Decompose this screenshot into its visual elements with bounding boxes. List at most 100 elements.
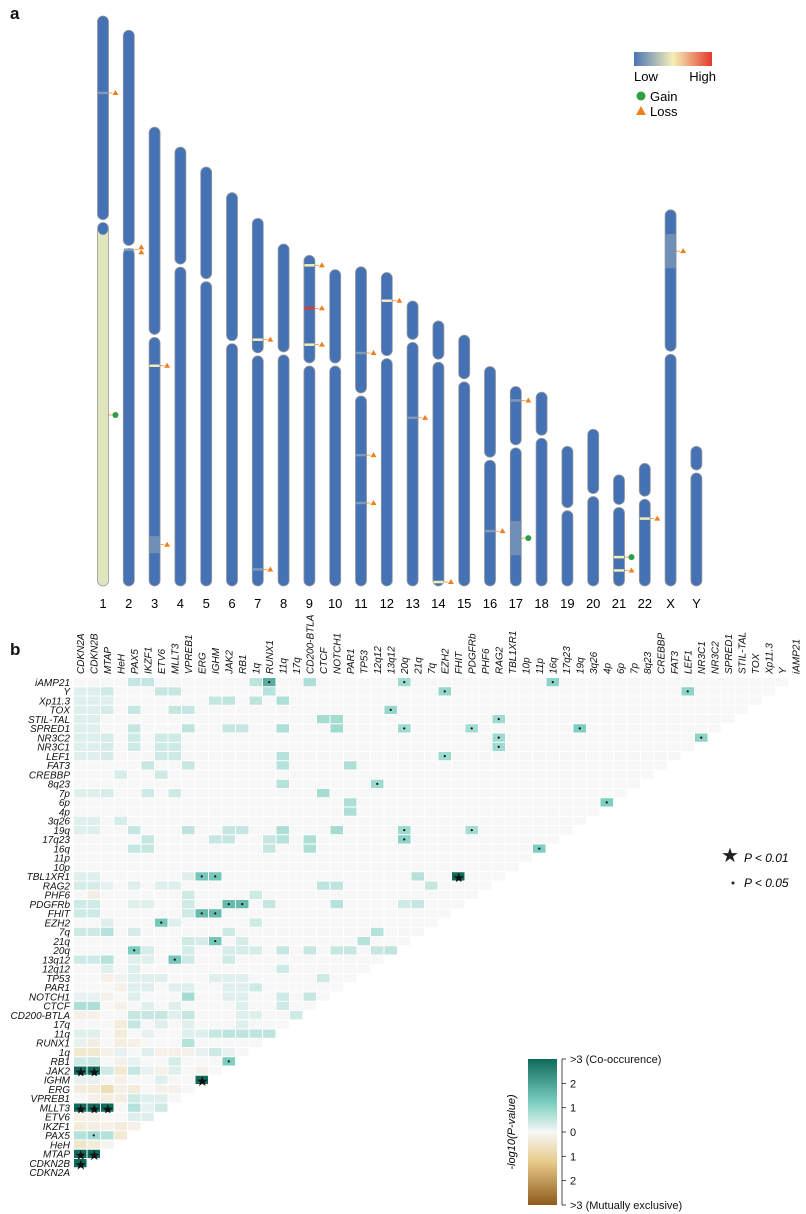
heatmap-cell: [371, 807, 384, 816]
heatmap-cell: [195, 1029, 208, 1038]
heatmap-cell: [465, 770, 478, 779]
heatmap-cell: [492, 761, 505, 770]
heatmap-cell: [641, 705, 654, 714]
heatmap-cell: [398, 696, 411, 705]
heatmap-cell: [114, 1038, 127, 1047]
heatmap-cell: [209, 955, 222, 964]
heatmap-cell: [411, 927, 424, 936]
heatmap-cell: [627, 678, 640, 687]
significance-dot: [200, 912, 203, 915]
chromosome-q-arm: [561, 510, 574, 587]
heatmap-cell: [411, 687, 424, 696]
significance-dot: [376, 782, 379, 785]
heatmap-cell: [222, 890, 235, 899]
loss-marker: [396, 297, 403, 303]
heatmap-cell: [87, 798, 100, 807]
heatmap-cell: [195, 807, 208, 816]
heatmap-cell: [465, 696, 478, 705]
heatmap-cell: [101, 1112, 114, 1121]
heatmap-cell: [506, 742, 519, 751]
heatmap-cell: [249, 816, 262, 825]
heatmap-cell: [195, 909, 208, 918]
significance-dot: [214, 912, 217, 915]
heatmap-cell: [128, 1103, 141, 1112]
chromosome-q-arm: [148, 337, 161, 587]
heatmap-cell: [330, 983, 343, 992]
heatmap-cell: [87, 1149, 100, 1158]
heatmap-cell: [614, 696, 627, 705]
heatmap-cell: [317, 687, 330, 696]
heatmap-row-label: TP53: [46, 974, 70, 985]
heatmap-cell: [668, 678, 681, 687]
heatmap-cell: [168, 1085, 181, 1094]
heatmap-column-label: IKZF1: [143, 647, 154, 674]
chromosome-p-arm: [174, 146, 187, 265]
heatmap-cell: [384, 742, 397, 751]
heatmap-cell: [155, 770, 168, 779]
heatmap-cell: [317, 789, 330, 798]
heatmap-cell: [168, 1020, 181, 1029]
heatmap-cell: [411, 826, 424, 835]
heatmap-cell: [101, 1140, 114, 1149]
chromosome-label: 10: [328, 596, 342, 611]
chromosome-10: 10: [328, 269, 342, 611]
heatmap-cell: [492, 863, 505, 872]
heatmap-cell: [141, 1085, 154, 1094]
heatmap-cell: [74, 890, 87, 899]
heatmap-cell: [222, 816, 235, 825]
heatmap-cell: [614, 742, 627, 751]
heatmap-cell: [317, 678, 330, 687]
chromosome-p-arm: [587, 428, 600, 494]
heatmap-cell: [128, 844, 141, 853]
heatmap-cell: [209, 992, 222, 1001]
colorbar-tick-label: 1: [570, 1103, 576, 1115]
heatmap-row-label: 6p: [59, 798, 71, 809]
heatmap-cell: [600, 678, 613, 687]
heatmap-cell: [317, 835, 330, 844]
heatmap-cell: [560, 779, 573, 788]
chromosome-q-arm: [277, 354, 290, 587]
heatmap-cell: [303, 807, 316, 816]
heatmap-cell: [114, 705, 127, 714]
heatmap-cell: [303, 733, 316, 742]
chromosome-p-arm: [690, 445, 703, 471]
heatmap-cell: [155, 752, 168, 761]
chromosome-q-arm: [122, 248, 135, 587]
heatmap-cell: [182, 789, 195, 798]
heatmap-cell: [101, 955, 114, 964]
heatmap-cell: [74, 826, 87, 835]
heatmap-cell: [182, 798, 195, 807]
heatmap-cell: [600, 770, 613, 779]
heatmap-cell: [384, 724, 397, 733]
heatmap-cell: [398, 890, 411, 899]
heatmap-cell: [317, 983, 330, 992]
heatmap-cell: [141, 770, 154, 779]
heatmap-cell: [384, 853, 397, 862]
heatmap-cell: [222, 826, 235, 835]
heatmap-cell: [357, 789, 370, 798]
heatmap-cell: [114, 983, 127, 992]
heatmap-cell: [87, 881, 100, 890]
heatmap-cell: [600, 789, 613, 798]
heatmap-cell: [614, 752, 627, 761]
heatmap-cell: [155, 1094, 168, 1103]
heatmap-cell: [87, 715, 100, 724]
heatmap-cell: [114, 816, 127, 825]
heatmap-cell: [128, 881, 141, 890]
heatmap-cell: [101, 1094, 114, 1103]
heatmap-cell: [330, 881, 343, 890]
heatmap-cell: [506, 826, 519, 835]
heatmap-cell: [222, 705, 235, 714]
heatmap-row-label: 17q: [53, 1020, 70, 1031]
heatmap-cell: [168, 705, 181, 714]
heatmap-cell: [222, 853, 235, 862]
chromosome-20: 20: [586, 428, 600, 611]
heatmap-cell: [438, 733, 451, 742]
heatmap-cell: [398, 724, 411, 733]
heatmap-cell: [398, 807, 411, 816]
significance-star: ★: [452, 870, 465, 886]
heatmap-cell: [357, 937, 370, 946]
heatmap-cell: [290, 798, 303, 807]
heatmap-cell: [87, 1001, 100, 1010]
heatmap-cell: [290, 696, 303, 705]
